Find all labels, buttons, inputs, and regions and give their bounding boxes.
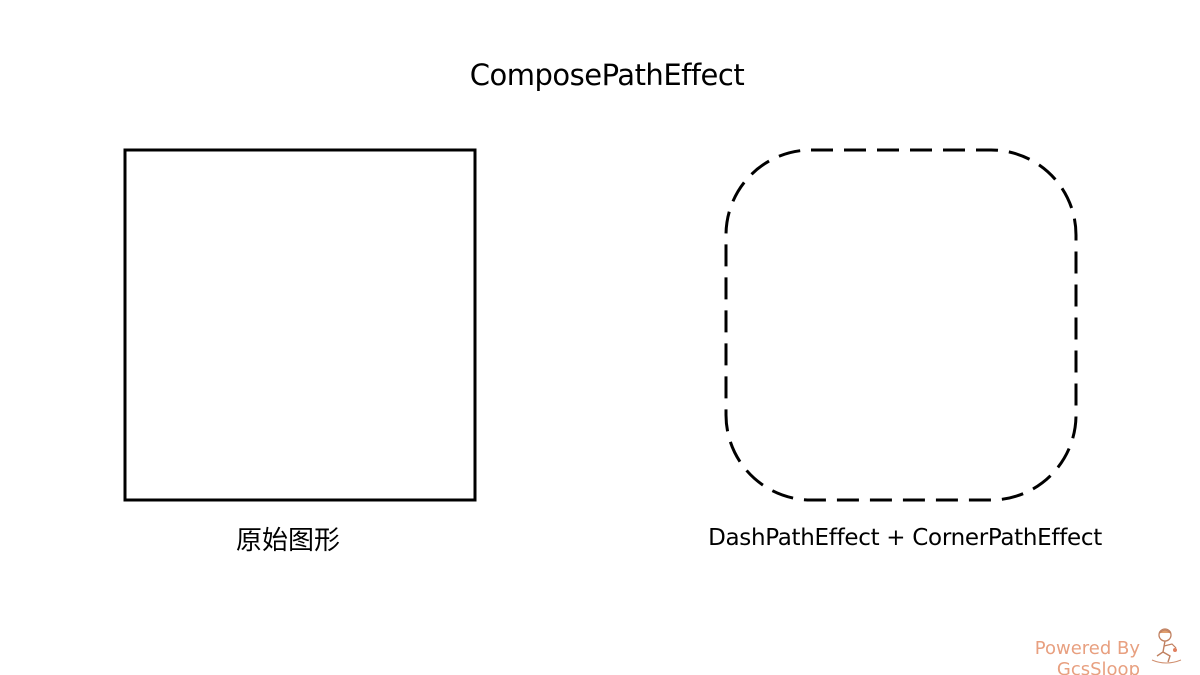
original-square bbox=[123, 148, 477, 502]
effect-shape-caption: DashPathEffect + CornerPathEffect bbox=[708, 525, 1102, 551]
dashed-rounded-square bbox=[724, 148, 1078, 502]
diagram-title: ComposePathEffect bbox=[469, 58, 745, 92]
original-shape-caption: 原始图形 bbox=[235, 526, 340, 556]
footer-credit: Powered By GcsSloop bbox=[1034, 638, 1140, 675]
mascot-icon bbox=[1151, 628, 1182, 664]
